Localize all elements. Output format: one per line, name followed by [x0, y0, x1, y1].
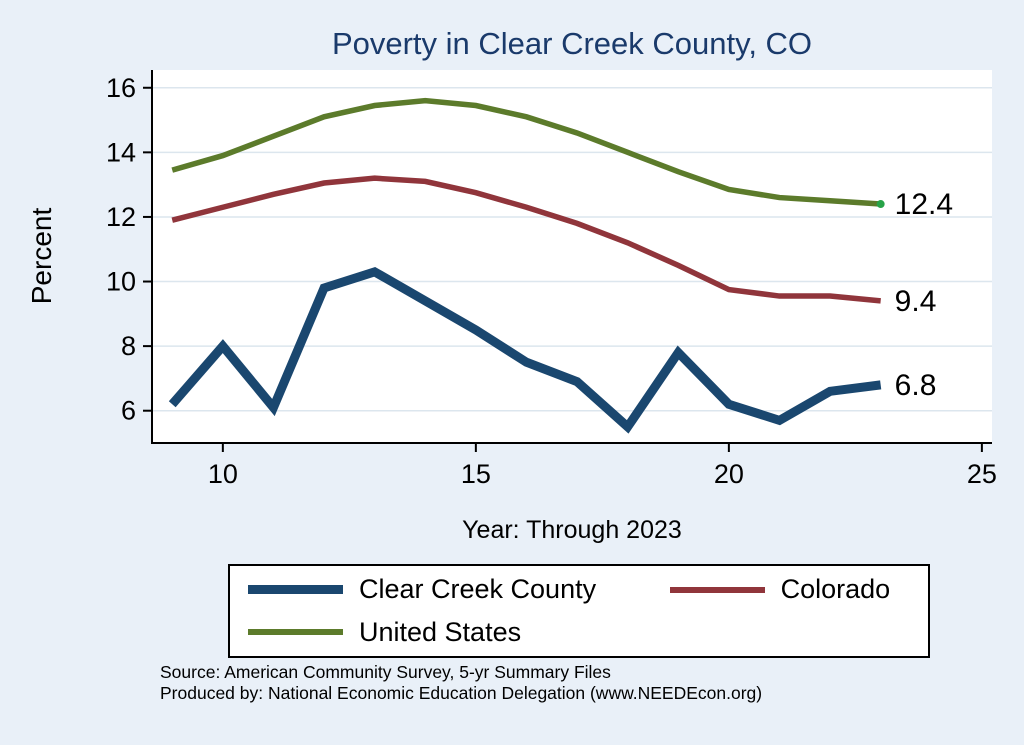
- x-tick-label: 10: [208, 459, 238, 489]
- series-end-label-2: 12.4: [895, 188, 953, 221]
- source-notes: Source: American Community Survey, 5-yr …: [160, 662, 762, 704]
- chart-plot: 6 8 10 12 14 16 10 15 20 25 6.8 9.4 12.4: [106, 70, 997, 489]
- x-tick-label: 20: [714, 459, 744, 489]
- y-tick-label: 8: [121, 331, 136, 361]
- y-tick-label: 12: [106, 202, 136, 232]
- legend-item-united-states: United States: [248, 613, 670, 651]
- y-tick-label: 14: [106, 137, 136, 167]
- source-line: Source: American Community Survey, 5-yr …: [160, 662, 611, 682]
- x-tick-label: 25: [967, 459, 997, 489]
- x-axis-label: Year: Through 2023: [462, 516, 682, 544]
- y-tick-label: 16: [106, 73, 136, 103]
- legend-label-united-states: United States: [359, 616, 522, 647]
- legend-item-colorado: Colorado: [669, 571, 928, 609]
- series-line-1: [171, 175, 881, 304]
- legend: Clear Creek County Colorado United State…: [228, 564, 930, 658]
- series-end-label-1: 9.4: [895, 285, 937, 318]
- legend-swatch-colorado: [669, 586, 765, 593]
- legend-label-clear-creek-county: Clear Creek County: [359, 574, 597, 605]
- legend-label-colorado: Colorado: [780, 574, 891, 605]
- y-tick-label: 10: [106, 267, 136, 297]
- series-end-label-0: 6.8: [895, 369, 937, 402]
- x-tick-label: 15: [461, 459, 491, 489]
- legend-item-clear-creek-county: Clear Creek County: [248, 571, 670, 609]
- series-end-marker-2: [876, 200, 885, 209]
- chart-title: Poverty in Clear Creek County, CO: [331, 26, 813, 61]
- series-line-2: [171, 97, 881, 207]
- legend-swatch-clear-creek-county: [248, 585, 343, 595]
- y-tick-label: 6: [121, 396, 136, 426]
- produced-by-line: Produced by: National Economic Education…: [160, 683, 763, 703]
- series-line-0: [168, 266, 882, 434]
- legend-swatch-united-states: [248, 629, 343, 636]
